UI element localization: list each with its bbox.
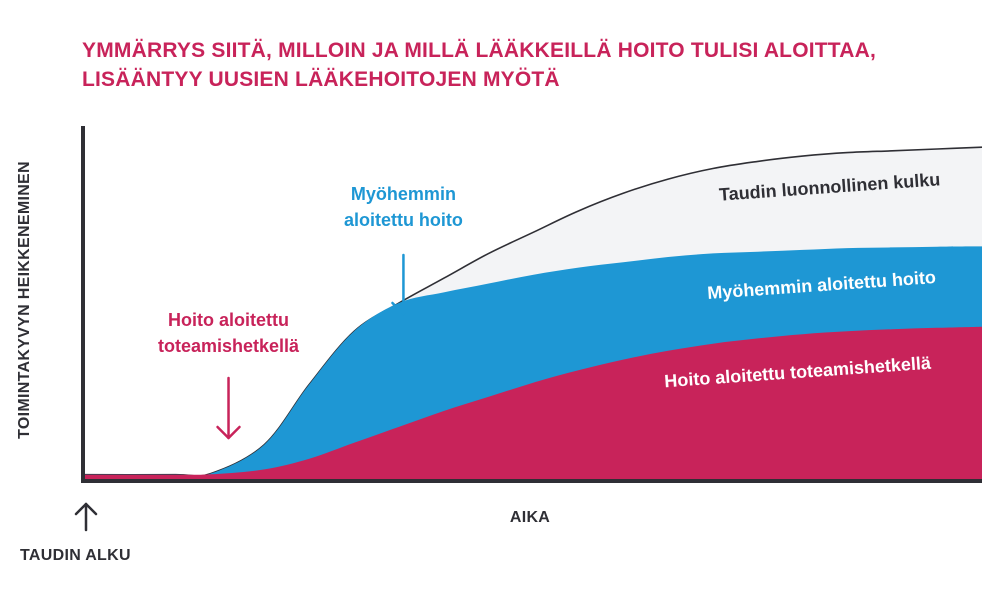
down-arrow-icon [216,376,241,440]
down-arrow-icon [391,253,416,316]
disease-start-arrow-icon [74,502,98,532]
annotation-early-treatment-line-1: Hoito aloitettu [168,310,289,330]
chart-areas [84,146,983,480]
disease-start-label: TAUDIN ALKU [20,547,131,564]
annotation-late-treatment-line-2: aloitettu hoito [344,210,463,230]
x-axis-label: AIKA [509,509,551,526]
annotation-late-treatment: Myöhemmin aloitettu hoito [344,184,463,316]
annotation-early-treatment: Hoito aloitettu toteamishetkellä [158,310,300,440]
annotations: Hoito aloitettu toteamishetkellä Myöhemmin… [158,184,463,440]
early-treatment-area [85,326,982,480]
chart-title-line-1: YMMÄRRYS SIITÄ, MILLOIN JA MILLÄ LÄÄKKEI… [82,39,877,62]
chart-axes [74,126,982,532]
annotation-late-treatment-line-1: Myöhemmin [351,184,456,204]
chart-title-line-2: LISÄÄNTYY UUSIEN LÄÄKEHOITOJEN MYÖTÄ [82,68,560,91]
y-axis-label: TOIMINTAKYVYN HEIKKENEMINEN [16,161,33,439]
annotation-early-treatment-line-2: toteamishetkellä [158,336,300,356]
chart-title: YMMÄRRYS SIITÄ, MILLOIN JA MILLÄ LÄÄKKEI… [82,36,982,94]
